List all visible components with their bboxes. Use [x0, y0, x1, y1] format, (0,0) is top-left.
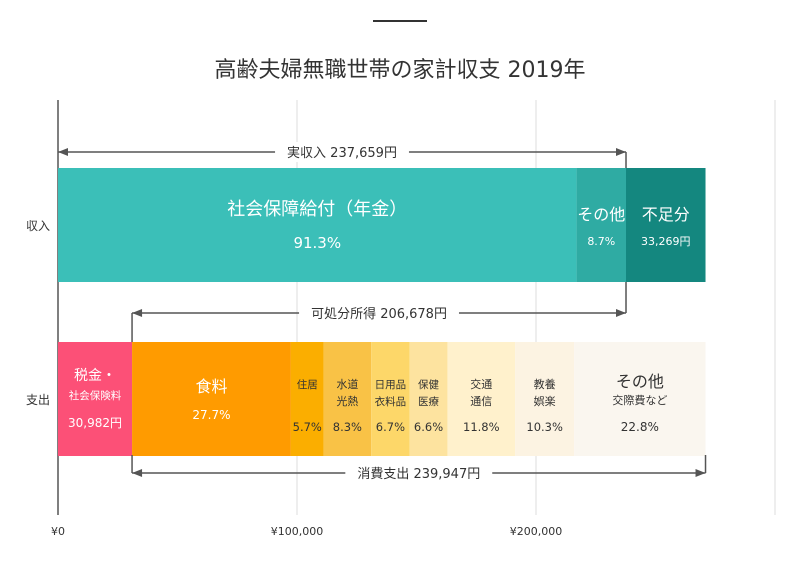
bar-segment	[626, 168, 706, 282]
segment-label: 保健	[418, 378, 439, 391]
segment-label: 交通	[470, 377, 492, 391]
arrow-left-icon	[132, 469, 143, 477]
bar-segment	[576, 168, 627, 282]
arrow-left-icon	[58, 148, 68, 156]
arrow-right-icon	[695, 469, 706, 477]
segment-value: 27.7%	[192, 408, 230, 422]
x-tick-label: ¥200,000	[510, 525, 563, 538]
bar-segment	[409, 342, 448, 456]
segment-value: 6.6%	[414, 420, 443, 434]
segment-value: 5.7%	[293, 420, 322, 434]
segment-label: 通信	[470, 395, 492, 408]
segment-label: 食料	[195, 377, 227, 396]
bar-segment	[58, 342, 133, 456]
segment-label: 交際費など	[612, 393, 667, 407]
segment-value: 8.3%	[333, 420, 362, 434]
arrow-right-icon	[616, 148, 627, 156]
segment-value: 30,982円	[68, 416, 122, 430]
segment-label: 住居	[297, 378, 318, 391]
arrow-left-icon	[132, 309, 143, 317]
annotation-label: 可処分所得 206,678円	[311, 306, 447, 322]
segment-label: 娯楽	[534, 394, 556, 408]
bar-segment	[371, 342, 410, 456]
segment-value: 91.3%	[293, 234, 341, 252]
segment-value: 33,269円	[641, 235, 691, 248]
bar-segment	[323, 342, 372, 456]
segment-label: 社会保険料	[69, 389, 122, 402]
segment-label: 教養	[534, 377, 556, 391]
arrow-right-icon	[616, 309, 627, 317]
segment-value: 8.7%	[587, 235, 615, 248]
annotation-label: 消費支出 239,947円	[357, 467, 480, 482]
chart-title: 高齢夫婦無職世帯の家計収支 2019年	[215, 58, 586, 83]
segment-value: 11.8%	[463, 420, 500, 434]
segment-value: 10.3%	[526, 420, 563, 434]
segment-label: 不足分	[642, 205, 690, 224]
segment-label: 光熱	[336, 394, 358, 408]
segment-label: 水道	[336, 377, 358, 391]
bar-segment	[58, 168, 577, 282]
segment-value: 6.7%	[376, 420, 405, 434]
segment-label: 社会保障給付（年金）	[227, 199, 407, 220]
annotation-label-bg	[299, 303, 459, 323]
annotation-label-bg	[275, 142, 409, 162]
bar-segment	[515, 342, 575, 456]
row-label: 収入	[26, 219, 50, 233]
segment-label: 日用品	[375, 379, 407, 391]
bar-segment	[290, 342, 324, 456]
segment-label: 医療	[418, 395, 439, 408]
annotation-label-bg	[345, 463, 493, 483]
segment-value: 22.8%	[621, 420, 659, 434]
x-tick-label: ¥100,000	[271, 525, 324, 538]
bar-segment	[132, 342, 291, 456]
x-tick-label: ¥0	[51, 525, 65, 538]
segment-label: その他	[616, 372, 664, 391]
bar-segment	[574, 342, 706, 456]
segment-label: 衣料品	[375, 395, 407, 408]
row-label: 支出	[26, 393, 50, 407]
segment-label: その他	[577, 205, 625, 224]
annotation-label: 実収入 237,659円	[287, 145, 397, 161]
segment-label: 税金・	[74, 368, 116, 384]
bar-segment	[447, 342, 516, 456]
